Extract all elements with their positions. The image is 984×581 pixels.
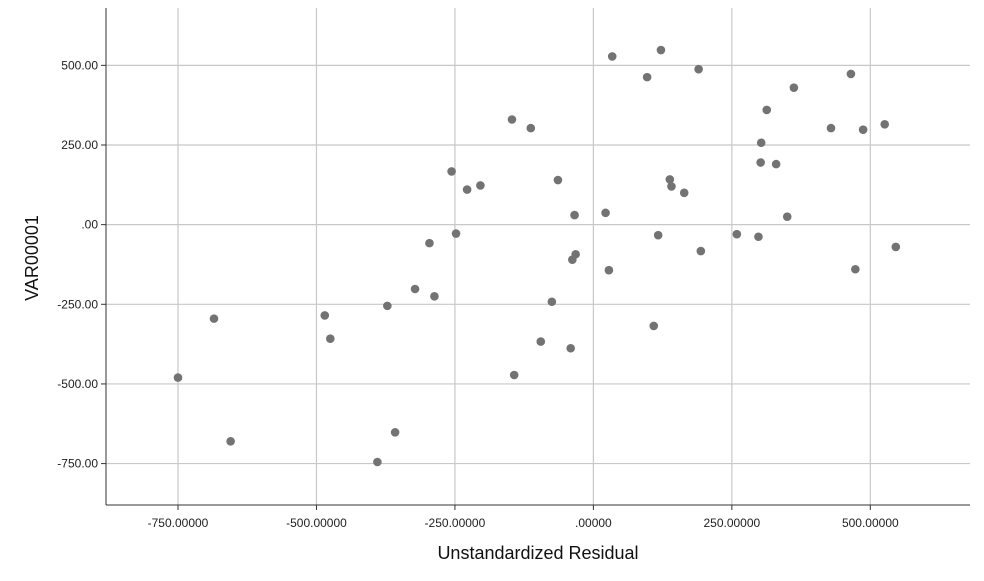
data-point <box>756 158 765 167</box>
data-point <box>509 370 519 380</box>
data-point <box>451 229 461 238</box>
x-tick-label: -250.00000 <box>425 516 486 530</box>
data-point <box>566 343 575 353</box>
data-point <box>851 264 860 274</box>
data-point <box>462 185 472 194</box>
data-point <box>656 45 666 55</box>
data-point <box>547 297 557 307</box>
data-point <box>476 181 485 190</box>
data-point <box>326 334 335 343</box>
data-point <box>732 229 742 239</box>
data-point <box>507 115 517 124</box>
data-point <box>696 246 706 256</box>
y-axis-title: VAR00001 <box>22 215 42 301</box>
data-point <box>756 138 766 148</box>
plot-frame <box>105 8 970 506</box>
data-point <box>601 208 610 218</box>
x-tick-label: 500.00000 <box>842 516 899 530</box>
data-point <box>762 105 772 115</box>
data-point <box>826 123 836 133</box>
data-point <box>373 457 382 467</box>
data-point <box>383 301 392 311</box>
data-point <box>410 284 420 294</box>
data-point <box>782 212 792 221</box>
y-tick-label: 500.00 <box>61 58 98 72</box>
data-point <box>447 167 456 176</box>
data-point <box>754 232 763 242</box>
y-tick-label: -250.00 <box>57 297 98 311</box>
data-points <box>173 45 901 467</box>
y-axis-ticks: 500.00 250.00 .00 -250.00 -500.00 -750.00 <box>57 58 106 471</box>
x-tick-label: 250.00000 <box>703 516 760 530</box>
data-point <box>571 249 580 259</box>
data-point <box>173 373 183 382</box>
data-point <box>880 119 890 129</box>
data-point <box>846 69 856 79</box>
data-point <box>665 175 675 184</box>
data-point <box>858 125 868 135</box>
y-tick-label: -500.00 <box>57 377 98 391</box>
data-point <box>226 436 235 446</box>
data-point <box>390 428 400 437</box>
data-point <box>667 182 676 191</box>
x-tick-label: -500.00000 <box>286 516 347 530</box>
data-point <box>526 123 536 133</box>
x-tick-label: -750.00000 <box>148 516 209 530</box>
data-point <box>320 311 330 320</box>
data-point <box>679 188 689 198</box>
data-point <box>653 230 663 240</box>
data-point <box>649 321 659 331</box>
y-tick-label: .00 <box>81 218 98 232</box>
x-tick-label: .00000 <box>575 516 612 530</box>
y-tick-label: 250.00 <box>61 138 98 152</box>
data-point <box>789 83 799 92</box>
data-point <box>553 175 563 185</box>
data-point <box>425 238 434 248</box>
data-point <box>607 52 617 61</box>
y-tick-label: -750.00 <box>57 457 98 471</box>
x-axis-ticks: -750.00000 -500.00000 -250.00000 .00000 250.… <box>148 505 899 530</box>
data-point <box>891 242 901 252</box>
data-point <box>536 337 546 346</box>
data-point <box>570 210 579 220</box>
x-axis-title: Unstandardized Residual <box>437 543 638 563</box>
data-point <box>604 265 614 275</box>
data-point <box>771 159 781 169</box>
data-point <box>209 314 219 323</box>
data-point <box>430 292 439 301</box>
data-point <box>642 72 652 82</box>
grid-lines <box>106 8 970 505</box>
data-point <box>694 64 703 74</box>
